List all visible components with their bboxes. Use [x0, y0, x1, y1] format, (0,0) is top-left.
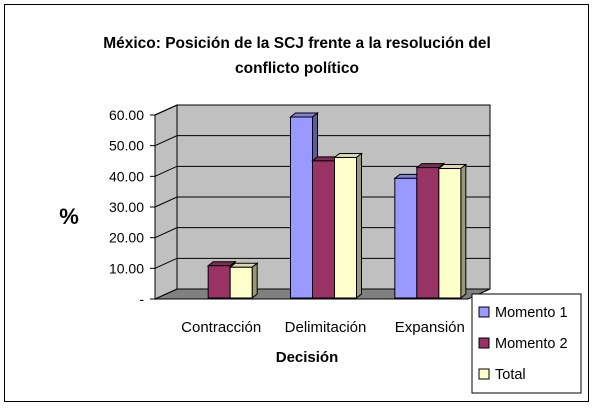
legend: Momento 1 Momento 2 Total — [471, 293, 582, 394]
gridlines — [154, 104, 490, 269]
gridline — [154, 104, 490, 116]
bar-side — [251, 262, 258, 300]
bar-front — [229, 266, 253, 299]
y-tick-label: 20.00 — [109, 230, 144, 246]
chart-title-line-2: conflicto político — [235, 60, 359, 77]
bar-side — [356, 152, 362, 300]
bar-front — [312, 160, 335, 299]
legend-swatch — [478, 368, 490, 380]
y-tick-label: - — [139, 291, 144, 307]
chart: México: Posición de la SCJ frente a la r… — [59, 35, 582, 394]
y-tick-labels: - 10.00 20.00 30.00 40.00 50.00 60.00 — [109, 107, 156, 307]
gridline — [154, 227, 490, 239]
y-tick-label: 30.00 — [109, 199, 144, 215]
bar — [228, 262, 259, 300]
bar-front — [334, 156, 357, 299]
chart-title-line-1: México: Posición de la SCJ frente a la r… — [103, 35, 491, 52]
x-category-label: Expansión — [395, 319, 465, 336]
bar-front — [290, 116, 313, 299]
bars — [206, 111, 468, 300]
y-axis-title: % — [59, 204, 79, 229]
chart-container: México: Posición de la SCJ frente a la r… — [4, 4, 589, 402]
gridline — [154, 196, 490, 208]
legend-label: Total — [495, 367, 526, 383]
bar-front — [416, 167, 440, 299]
x-category-labels: Contracción Delimitación Expansión — [181, 319, 465, 336]
x-category-label: Contracción — [181, 319, 261, 336]
x-category-label: Delimitación — [285, 319, 367, 336]
gridline — [154, 135, 490, 147]
bar — [333, 152, 363, 300]
bar-side — [460, 163, 467, 300]
gridline — [154, 257, 490, 269]
y-tick-label: 60.00 — [109, 107, 144, 123]
legend-label: Momento 2 — [495, 336, 568, 352]
bar — [437, 163, 468, 300]
legend-label: Momento 1 — [495, 305, 568, 321]
y-tick-label: 10.00 — [109, 260, 144, 276]
bar-front — [207, 265, 231, 299]
y-tick-label: 50.00 — [109, 138, 144, 154]
x-axis-title: Decisión — [276, 349, 339, 366]
bar-front — [438, 168, 462, 299]
legend-swatch — [478, 306, 490, 318]
bar-front — [394, 177, 418, 299]
gridline — [154, 165, 490, 177]
legend-swatch — [478, 337, 490, 349]
y-tick-label: 40.00 — [109, 168, 144, 184]
